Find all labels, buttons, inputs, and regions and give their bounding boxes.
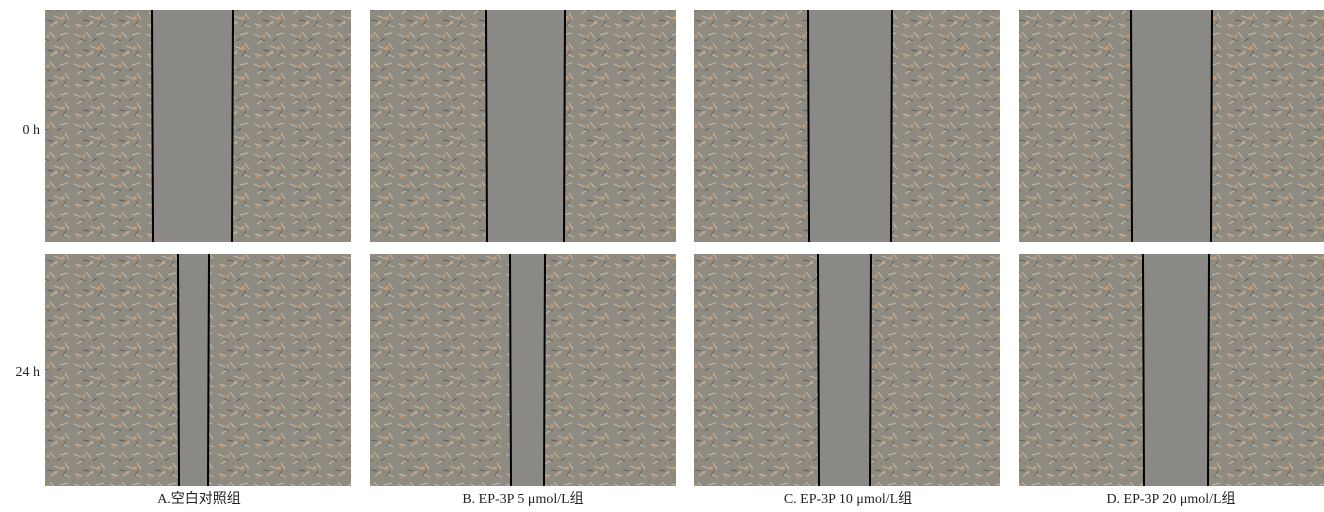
wound-edge (485, 9, 488, 243)
column-label: B. EP-3P 5 μmol/L组 (462, 491, 583, 507)
row-label: 24 h (16, 365, 41, 380)
wound-edge (890, 9, 893, 243)
wound-edge (807, 9, 810, 243)
wound-gap (486, 10, 565, 242)
wound-edge (231, 9, 234, 243)
wound-edge (1142, 253, 1145, 487)
wound-gap (818, 254, 871, 486)
wound-edge (207, 253, 210, 487)
wound-edge (1130, 9, 1133, 243)
row-label: 0 h (23, 123, 41, 138)
wound-edge (151, 9, 154, 243)
column-label: A.空白对照组 (157, 491, 241, 507)
wound-edge (817, 253, 820, 487)
wound-gap (808, 10, 892, 242)
wound-gap (1143, 254, 1209, 486)
column-label: D. EP-3P 20 μmol/L组 (1106, 491, 1235, 507)
wound-gap (178, 254, 209, 486)
wound-gap (152, 10, 233, 242)
wound-edge (1207, 253, 1210, 487)
wound-edge (543, 253, 546, 487)
wound-gap (510, 254, 545, 486)
wound-edge (509, 253, 512, 487)
wound-edge (1210, 9, 1213, 243)
wound-edge (869, 253, 872, 487)
wound-edge (177, 253, 180, 487)
column-label: C. EP-3P 10 μmol/L组 (784, 491, 912, 507)
wound-gap (1131, 10, 1212, 242)
wound-edge (563, 9, 566, 243)
